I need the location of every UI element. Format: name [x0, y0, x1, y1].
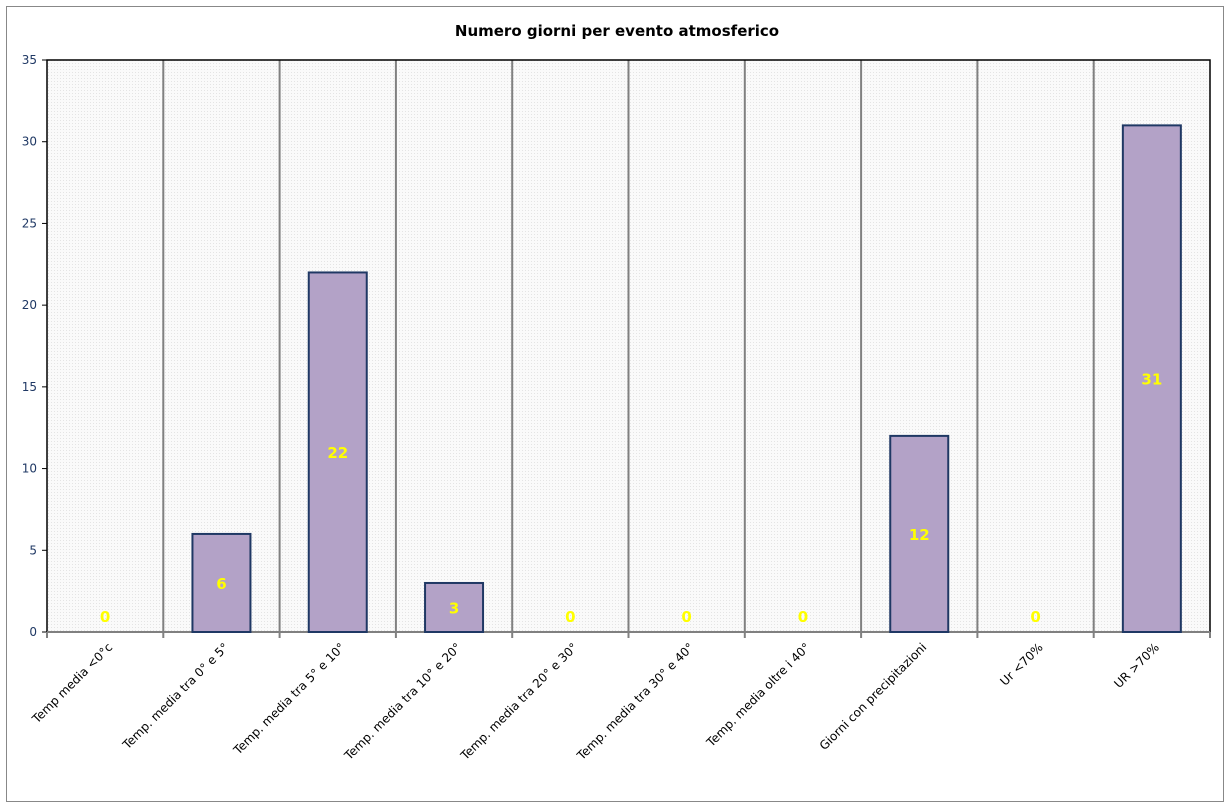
data-label: 6 [216, 575, 226, 593]
y-tick-label: 5 [29, 543, 37, 557]
chart-title: Numero giorni per evento atmosferico [455, 22, 779, 40]
bar [1121, 124, 1182, 633]
y-tick-label: 30 [22, 135, 37, 149]
data-label: 22 [327, 444, 348, 462]
chart-frame [6, 6, 1224, 802]
y-tick-label: 15 [22, 380, 37, 394]
bar [424, 581, 485, 634]
x-tick-label: Temp. media tra 5° e 10° [230, 640, 348, 758]
y-tick-label: 0 [29, 625, 37, 639]
bar [191, 532, 252, 634]
x-tick-label: Temp media <0°c [29, 640, 115, 726]
x-tick-label: Temp. media tra 0° e 5° [119, 640, 231, 752]
data-label: 0 [681, 608, 691, 626]
x-tick-label: Giorni con precipitazioni [817, 640, 930, 753]
x-tick-label: Temp. media tra 30° e 40° [574, 640, 697, 763]
x-tick-label: Ur <70% [997, 640, 1045, 688]
bar [889, 434, 950, 633]
data-label: 31 [1141, 371, 1162, 389]
x-tick-label: Temp. media tra 10° e 20° [341, 640, 464, 763]
data-label: 12 [909, 526, 930, 544]
data-label: 0 [798, 608, 808, 626]
data-label: 3 [449, 599, 459, 617]
y-tick-label: 25 [22, 216, 37, 230]
data-label: 0 [565, 608, 575, 626]
y-tick-label: 10 [22, 462, 37, 476]
x-tick-label: UR >70% [1111, 640, 1162, 691]
y-tick-label: 35 [22, 53, 37, 67]
x-tick-label: Temp. media oltre i 40° [703, 640, 813, 750]
bar [307, 271, 368, 633]
x-tick-label: Temp. media tra 20° e 30° [457, 640, 580, 763]
data-label: 0 [100, 608, 110, 626]
data-label: 0 [1030, 608, 1040, 626]
y-tick-label: 20 [22, 298, 37, 312]
